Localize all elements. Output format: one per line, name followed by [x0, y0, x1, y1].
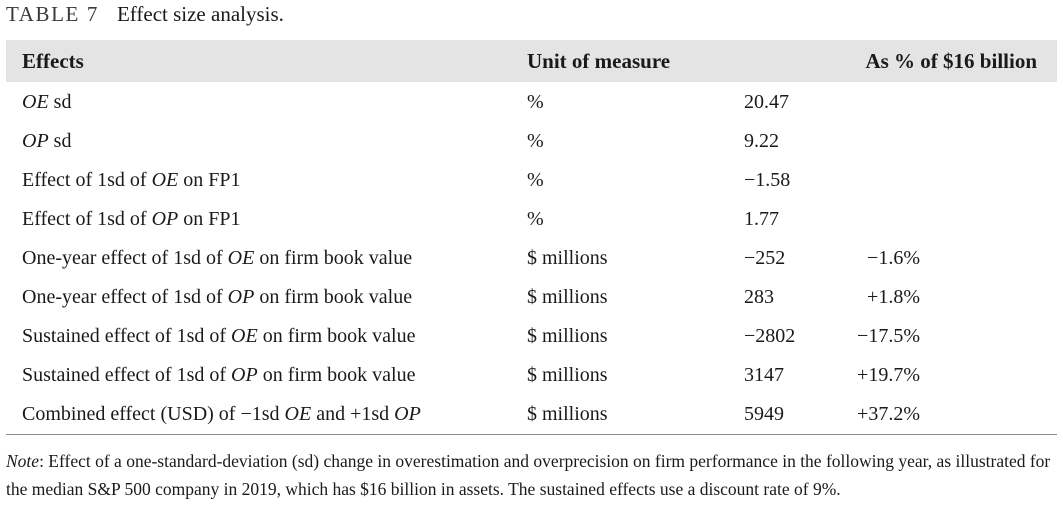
cell-unit: $ millions	[527, 325, 608, 347]
cell-pct-of-16-billion: +1.8%	[867, 286, 920, 308]
table-row: Sustained effect of 1sd of OP on firm bo…	[6, 358, 1057, 397]
cell-value: −252	[744, 247, 786, 269]
cell-effect: One-year effect of 1sd of OE on firm boo…	[22, 247, 413, 269]
cell-unit: $ millions	[527, 247, 608, 269]
table-title: Effect size analysis.	[116, 2, 284, 26]
cell-unit: %	[527, 169, 544, 191]
cell-value: 20.47	[744, 91, 789, 113]
cell-unit: %	[527, 130, 544, 152]
cell-effect: OP sd	[22, 130, 72, 152]
cell-unit: $ millions	[527, 403, 608, 425]
header-unit-of-measure: Unit of measure	[527, 49, 671, 73]
cell-effect: Sustained effect of 1sd of OP on firm bo…	[22, 364, 416, 386]
cell-pct-of-16-billion: +19.7%	[857, 364, 920, 386]
table-row: Sustained effect of 1sd of OE on firm bo…	[6, 319, 1057, 358]
cell-pct-of-16-billion: +37.2%	[857, 403, 920, 425]
cell-value: −2802	[744, 325, 796, 347]
table-label: TABLE 7	[6, 2, 99, 26]
table-row: One-year effect of 1sd of OP on firm boo…	[6, 280, 1057, 319]
table-row: OE sd% 20.47	[6, 85, 1057, 124]
cell-value: 3147	[744, 364, 784, 386]
cell-value: 9.22	[744, 130, 779, 152]
cell-unit: $ millions	[527, 364, 608, 386]
table-bottom-rule	[6, 434, 1057, 435]
table-row: OP sd% 9.22	[6, 124, 1057, 163]
cell-value: 1.77	[744, 208, 779, 230]
table-note: Note: Effect of a one-standard-deviation…	[6, 448, 1051, 503]
cell-effect: Combined effect (USD) of −1sd OE and +1s…	[22, 403, 421, 425]
table-caption: TABLE 7 Effect size analysis.	[6, 2, 284, 32]
cell-effect: OE sd	[22, 91, 72, 113]
cell-effect: Effect of 1sd of OE on FP1	[22, 169, 241, 191]
table-row: Combined effect (USD) of −1sd OE and +1s…	[6, 397, 1057, 436]
cell-effect: One-year effect of 1sd of OP on firm boo…	[22, 286, 413, 308]
cell-unit: %	[527, 208, 544, 230]
table-row: Effect of 1sd of OP on FP1% 1.77	[6, 202, 1057, 241]
note-text: : Effect of a one-standard-deviation (sd…	[6, 451, 1051, 499]
cell-effect: Sustained effect of 1sd of OE on firm bo…	[22, 325, 416, 347]
cell-value: −1.58	[744, 169, 791, 191]
cell-effect: Effect of 1sd of OP on FP1	[22, 208, 241, 230]
note-label: Note	[6, 451, 40, 471]
table-row: One-year effect of 1sd of OE on firm boo…	[6, 241, 1057, 280]
cell-unit: $ millions	[527, 286, 608, 308]
cell-pct-of-16-billion: −17.5%	[857, 325, 920, 347]
cell-pct-of-16-billion: −1.6%	[867, 247, 920, 269]
header-pct-of-16-billion: As % of $16 billion	[865, 49, 1037, 73]
table-header-row: Effects Unit of measure As % of $16 bill…	[6, 40, 1057, 82]
cell-value: 283	[744, 286, 774, 308]
header-effects: Effects	[22, 49, 84, 73]
cell-value: 5949	[744, 403, 784, 425]
cell-unit: %	[527, 91, 544, 113]
table-row: Effect of 1sd of OE on FP1% −1.58	[6, 163, 1057, 202]
